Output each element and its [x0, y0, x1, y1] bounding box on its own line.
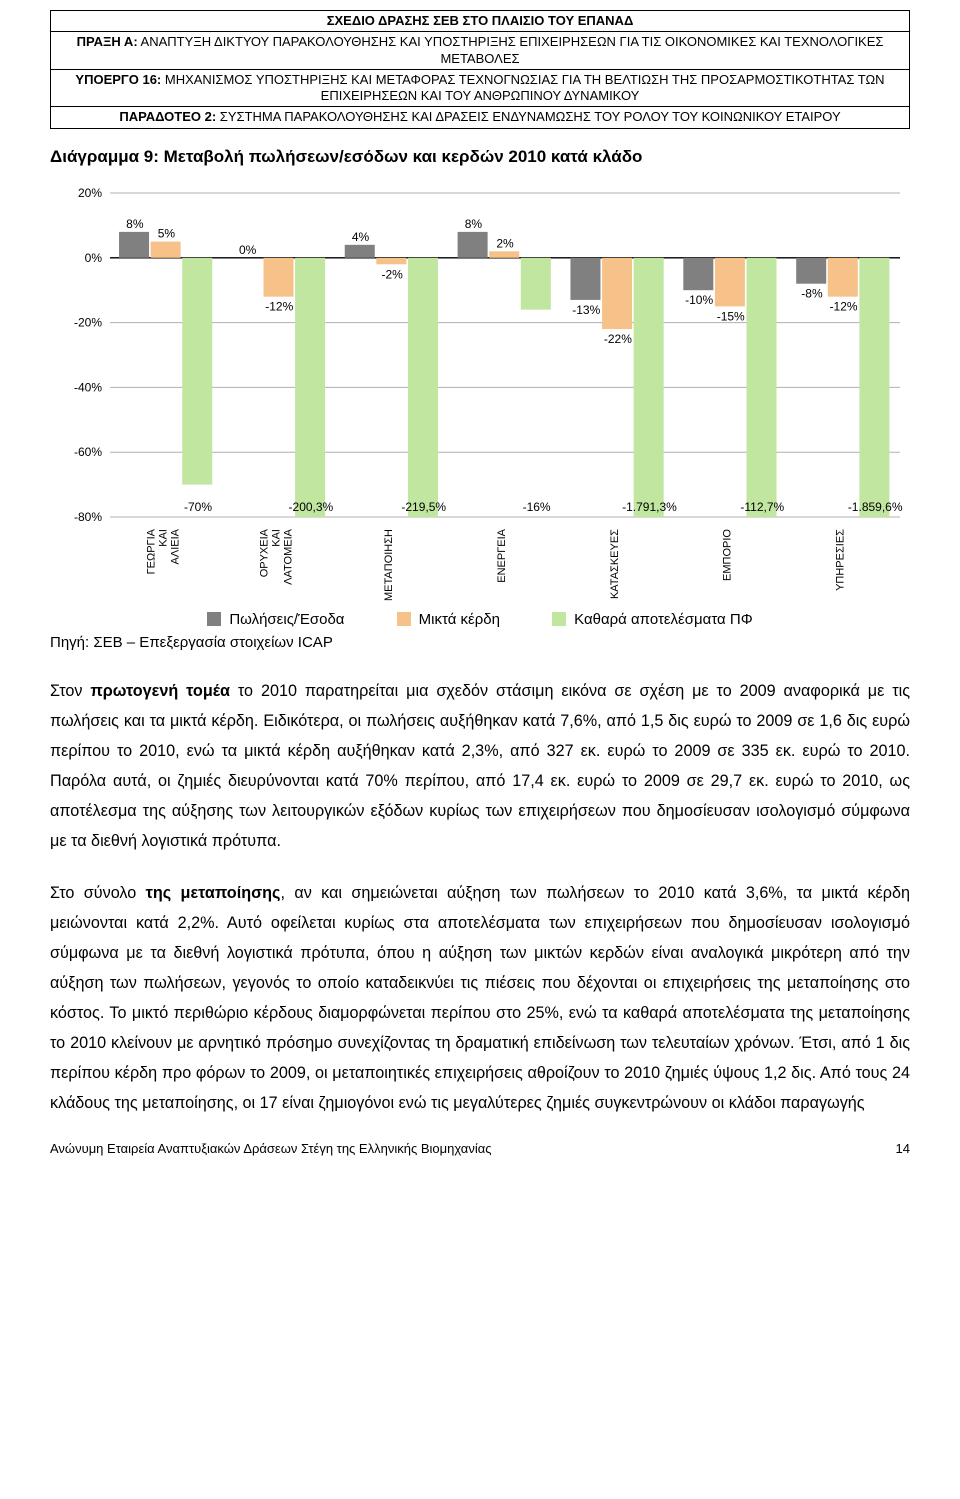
svg-text:ΛΑΤΟΜΕΙΑ: ΛΑΤΟΜΕΙΑ — [282, 528, 294, 585]
svg-text:-219,5%: -219,5% — [401, 500, 446, 514]
chart-source: Πηγή: ΣΕΒ – Επεξεργασία στοιχείων ICAP — [50, 634, 910, 651]
paragraph-1: Στον πρωτογενή τομέα το 2010 παρατηρείτα… — [50, 677, 910, 857]
svg-text:-200,3%: -200,3% — [289, 500, 334, 514]
legend-swatch-net — [552, 612, 566, 626]
header-line4-rest: ΣΥΣΤΗΜΑ ΠΑΡΑΚΟΛΟΥΘΗΣΗΣ ΚΑΙ ΔΡΑΣΕΙΣ ΕΝΔΥΝ… — [216, 109, 840, 124]
header-line3-lead: ΥΠΟΕΡΓΟ 16: — [75, 72, 161, 87]
svg-text:-8%: -8% — [801, 286, 823, 300]
svg-text:ΥΠΗΡΕΣΙΕΣ: ΥΠΗΡΕΣΙΕΣ — [835, 528, 847, 590]
svg-text:ΕΝΕΡΓΕΙΑ: ΕΝΕΡΓΕΙΑ — [496, 528, 508, 582]
svg-text:0%: 0% — [239, 242, 257, 256]
svg-text:4%: 4% — [352, 229, 370, 243]
svg-text:-1.859,6%: -1.859,6% — [848, 500, 903, 514]
svg-text:ΜΕΤΑΠΟΙΗΣΗ: ΜΕΤΑΠΟΙΗΣΗ — [383, 528, 395, 600]
legend-item-net: Καθαρά αποτελέσματα ΠΦ — [552, 611, 753, 628]
header-line2-lead: ΠΡΑΞΗ Α: — [77, 34, 138, 49]
svg-text:-12%: -12% — [265, 299, 293, 313]
svg-text:-20%: -20% — [74, 315, 102, 329]
svg-text:8%: 8% — [465, 216, 483, 230]
chart-legend: Πωλήσεις/Έσοδα Μικτά κέρδη Καθαρά αποτελ… — [50, 611, 910, 631]
svg-text:-70%: -70% — [184, 500, 212, 514]
page-footer: Ανώνυμη Εταιρεία Αναπτυξιακών Δράσεων Στ… — [50, 1141, 910, 1156]
para1-bold: πρωτογενή τομέα — [90, 682, 230, 700]
svg-text:-22%: -22% — [604, 332, 632, 346]
svg-text:ΓΕΩΡΓΙΑ: ΓΕΩΡΓΙΑ — [145, 528, 157, 574]
svg-text:-60%: -60% — [74, 445, 102, 459]
svg-text:-12%: -12% — [830, 299, 858, 313]
svg-text:5%: 5% — [158, 226, 176, 240]
header-line1: ΣΧΕΔΙΟ ΔΡΑΣΗΣ ΣΕΒ ΣΤΟ ΠΛΑΙΣΙΟ ΤΟΥ ΕΠΑΝΑΔ — [327, 13, 634, 28]
svg-text:0%: 0% — [85, 250, 103, 264]
svg-text:ΟΡΥΧΕΙΑ: ΟΡΥΧΕΙΑ — [258, 528, 270, 577]
svg-text:20%: 20% — [78, 186, 102, 200]
svg-text:-80%: -80% — [74, 510, 102, 524]
legend-label-net: Καθαρά αποτελέσματα ΠΦ — [574, 611, 753, 628]
legend-label-mixed: Μικτά κέρδη — [419, 611, 500, 628]
svg-text:ΕΜΠΟΡΙΟ: ΕΜΠΟΡΙΟ — [722, 528, 734, 580]
legend-swatch-sales — [207, 612, 221, 626]
svg-text:-10%: -10% — [685, 293, 713, 307]
svg-text:-15%: -15% — [717, 309, 745, 323]
svg-text:8%: 8% — [126, 216, 144, 230]
header-line4-lead: ΠΑΡΑΔΟΤΕΟ 2: — [119, 109, 216, 124]
legend-label-sales: Πωλήσεις/Έσοδα — [229, 611, 344, 628]
body-text: Στον πρωτογενή τομέα το 2010 παρατηρείτα… — [50, 677, 910, 1119]
footer-page-number: 14 — [896, 1141, 910, 1156]
svg-text:ΑΛΙΕΙΑ: ΑΛΙΕΙΑ — [169, 528, 181, 564]
chart-title: Διάγραμμα 9: Μεταβολή πωλήσεων/εσόδων κα… — [50, 147, 910, 167]
document-header-box: ΣΧΕΔΙΟ ΔΡΑΣΗΣ ΣΕΒ ΣΤΟ ΠΛΑΙΣΙΟ ΤΟΥ ΕΠΑΝΑΔ… — [50, 10, 910, 129]
svg-text:-1.791,3%: -1.791,3% — [622, 500, 677, 514]
para2-bold: της μεταποίησης — [146, 884, 281, 902]
svg-text:ΚΑΙ: ΚΑΙ — [157, 529, 169, 547]
svg-text:-13%: -13% — [572, 302, 600, 316]
legend-item-sales: Πωλήσεις/Έσοδα — [207, 611, 344, 628]
svg-text:2%: 2% — [496, 236, 514, 250]
footer-left: Ανώνυμη Εταιρεία Αναπτυξιακών Δράσεων Στ… — [50, 1141, 492, 1156]
header-line2-rest: ΑΝΑΠΤΥΞΗ ΔΙΚΤΥΟΥ ΠΑΡΑΚΟΛΟΥΘΗΣΗΣ ΚΑΙ ΥΠΟΣ… — [138, 34, 884, 65]
legend-swatch-mixed — [397, 612, 411, 626]
paragraph-2: Στο σύνολο της μεταποίησης, αν και σημει… — [50, 879, 910, 1119]
svg-text:ΚΑΤΑΣΚΕΥΕΣ: ΚΑΤΑΣΚΕΥΕΣ — [609, 528, 621, 598]
svg-text:-2%: -2% — [381, 267, 403, 281]
svg-text:ΚΑΙ: ΚΑΙ — [270, 529, 282, 547]
svg-text:-40%: -40% — [74, 380, 102, 394]
header-line3-rest: ΜΗΧΑΝΙΣΜΟΣ ΥΠΟΣΤΗΡΙΞΗΣ ΚΑΙ ΜΕΤΑΦΟΡΑΣ ΤΕΧ… — [161, 72, 884, 103]
svg-text:-112,7%: -112,7% — [740, 500, 784, 514]
bar-chart: 20% 0% -20% -40% -60% -80% 8% 5% -70% 0% -12% -200,… — [50, 183, 910, 603]
legend-item-mixed: Μικτά κέρδη — [397, 611, 500, 628]
svg-text:-16%: -16% — [523, 500, 551, 514]
